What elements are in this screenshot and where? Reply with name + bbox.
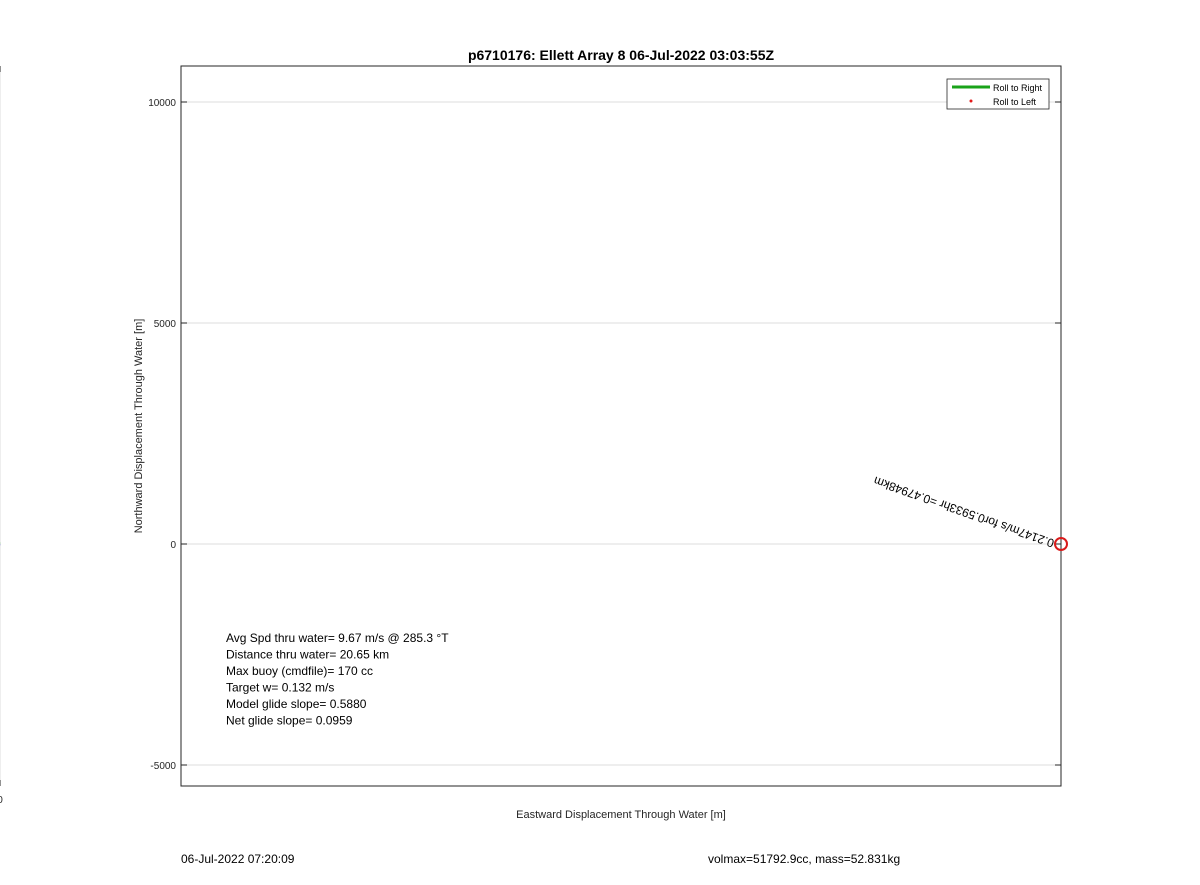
stats-block: Avg Spd thru water= 9.67 m/s @ 285.3 °T D… xyxy=(226,631,449,728)
y-axis-label: Northward Displacement Through Water [m] xyxy=(133,319,145,534)
x-tick-label: 0 xyxy=(0,795,3,806)
y-tick-label: -5000 xyxy=(150,761,176,772)
grid-lines xyxy=(0,66,1061,786)
legend-label-roll-right: Roll to Right xyxy=(993,83,1043,93)
x-axis-label: Eastward Displacement Through Water [m] xyxy=(516,809,726,821)
legend-swatch-roll-left xyxy=(969,99,973,103)
axis-ticks xyxy=(0,66,1061,786)
stat-line: Target w= 0.132 m/s xyxy=(226,681,334,695)
stat-line: Distance thru water= 20.65 km xyxy=(226,648,389,662)
plot-area-frame xyxy=(180,65,1062,787)
stat-line: Avg Spd thru water= 9.67 m/s @ 285.3 °T xyxy=(226,631,449,645)
chart-title: p6710176: Ellett Array 8 06-Jul-2022 03:… xyxy=(468,47,775,63)
legend-box xyxy=(946,78,1050,110)
rotated-segment-label: 0.2147m/s for0.5933hr =0.47948km xyxy=(872,474,1056,551)
footer-volume-mass: volmax=51792.9cc, mass=52.831kg xyxy=(708,852,901,866)
y-tick-label: 10000 xyxy=(148,98,176,109)
y-tick-label: 0 xyxy=(170,540,176,551)
axis-tick-labels: -18000-16000-14000-12000-10000-8000-6000… xyxy=(0,98,176,806)
legend-label-roll-left: Roll to Left xyxy=(993,97,1037,107)
y-tick-label: 5000 xyxy=(154,319,177,330)
start-position-marker xyxy=(1054,537,1068,551)
stat-line: Model glide slope= 0.5880 xyxy=(226,697,367,711)
stat-line: Max buoy (cmdfile)= 170 cc xyxy=(226,664,373,678)
stat-line: Net glide slope= 0.0959 xyxy=(226,714,353,728)
footer-timestamp: 06-Jul-2022 07:20:09 xyxy=(181,852,295,866)
legend: Roll to Right Roll to Left xyxy=(946,78,1050,110)
